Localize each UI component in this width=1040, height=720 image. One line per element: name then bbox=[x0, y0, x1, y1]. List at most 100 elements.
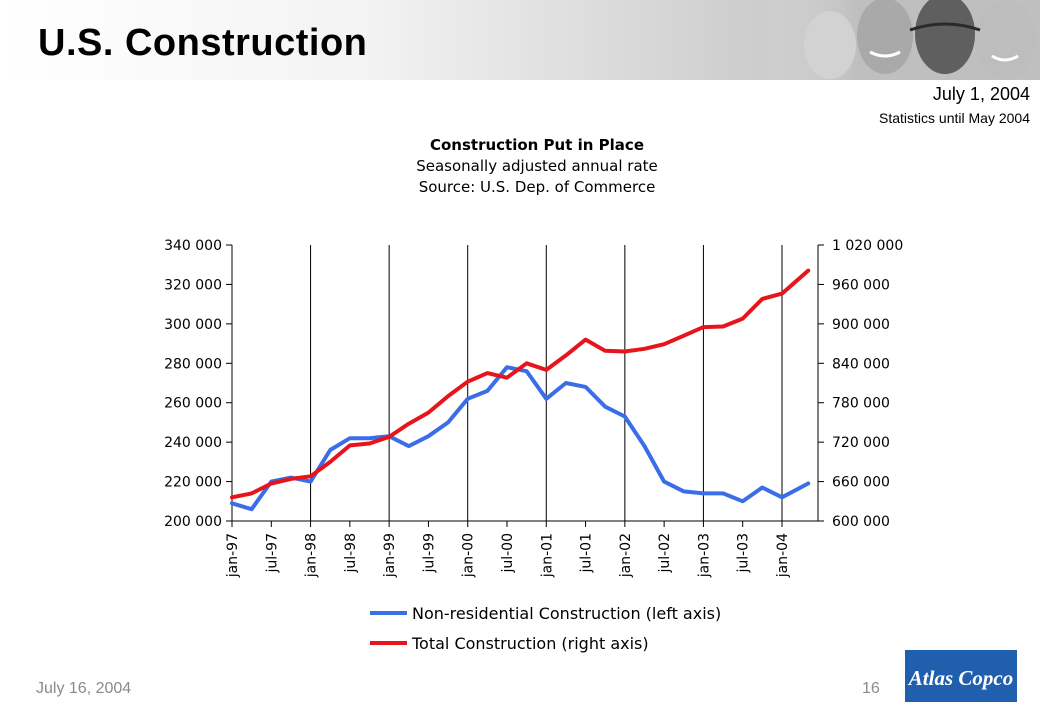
right-axis-tick-label: 960 000 bbox=[832, 277, 890, 293]
atlas-copco-logo: Atlas Copco bbox=[905, 650, 1017, 702]
total-construction-point bbox=[446, 394, 450, 398]
non-residential-point bbox=[505, 366, 509, 369]
statistics-note: Statistics until May 2004 bbox=[879, 110, 1030, 126]
chart-source: Source: U.S. Dep. of Commerce bbox=[419, 178, 656, 196]
non-residential-point bbox=[623, 415, 626, 418]
total-construction-point bbox=[584, 338, 587, 341]
right-axis-tick-label: 780 000 bbox=[832, 396, 890, 412]
left-axis-tick-label: 340 000 bbox=[164, 238, 222, 254]
x-axis-tick-label: jul-97 bbox=[264, 533, 280, 574]
total-construction-point bbox=[466, 380, 469, 383]
chart-subtitle: Seasonally adjusted annual rate bbox=[416, 157, 658, 175]
x-axis-tick-label: jan-02 bbox=[618, 533, 634, 578]
right-axis-tick-label: 840 000 bbox=[832, 356, 890, 372]
total-construction-point bbox=[486, 371, 489, 375]
total-construction-point bbox=[309, 475, 312, 478]
non-residential-point bbox=[721, 492, 725, 495]
total-construction-point bbox=[643, 347, 646, 350]
chart-title: Construction Put in Place bbox=[430, 136, 644, 154]
total-construction-point bbox=[662, 343, 666, 346]
non-residential-point bbox=[525, 370, 528, 373]
total-construction-point bbox=[427, 411, 430, 414]
legend: Non-residential Construction (left axis)… bbox=[370, 604, 721, 653]
non-residential-point bbox=[780, 496, 784, 499]
right-axis-tick-label: 600 000 bbox=[832, 514, 890, 530]
left-axis-tick-label: 240 000 bbox=[164, 435, 222, 451]
non-residential-point bbox=[545, 397, 548, 400]
total-construction-point bbox=[741, 317, 744, 320]
non-residential-point bbox=[564, 381, 568, 385]
people-photo bbox=[760, 0, 1040, 80]
total-construction-point bbox=[564, 354, 568, 357]
total-construction-series-line bbox=[230, 268, 811, 500]
non-residential-point bbox=[662, 480, 666, 483]
left-axis-tick-label: 220 000 bbox=[164, 475, 222, 491]
vertical-gridlines bbox=[310, 245, 783, 521]
total-construction-point bbox=[682, 334, 685, 337]
slide-title: U.S. Construction bbox=[38, 22, 368, 64]
total-construction-point bbox=[270, 482, 273, 485]
total-construction-point bbox=[761, 297, 764, 301]
non-residential-series-line bbox=[230, 365, 811, 512]
legend-label: Total Construction (right axis) bbox=[411, 634, 649, 653]
right-axis-tick-label: 660 000 bbox=[832, 475, 890, 491]
total-construction-point bbox=[250, 492, 253, 495]
non-residential-point bbox=[348, 437, 352, 440]
non-residential-point bbox=[446, 421, 450, 424]
non-residential-point bbox=[309, 480, 312, 483]
right-axis-tick-label: 1 020 000 bbox=[832, 238, 903, 254]
left-axis-tick-label: 260 000 bbox=[164, 396, 222, 412]
x-axis-tick-label: jan-03 bbox=[696, 533, 712, 578]
non-residential-point bbox=[807, 482, 810, 485]
x-axis-tick-label: jan-04 bbox=[775, 533, 791, 578]
non-residential-point bbox=[230, 502, 234, 505]
total-construction-point bbox=[525, 362, 528, 365]
total-construction-point bbox=[289, 477, 293, 481]
total-construction-point bbox=[780, 292, 784, 295]
total-construction-point bbox=[329, 460, 332, 464]
non-residential-point bbox=[761, 486, 764, 489]
page-number: 16 bbox=[862, 680, 880, 697]
total-construction-point bbox=[702, 325, 705, 329]
logo-text: Atlas Copco bbox=[907, 666, 1013, 690]
total-construction-point bbox=[387, 435, 391, 439]
x-axis-tick-label: jan-01 bbox=[539, 533, 555, 578]
left-axis-tick-label: 280 000 bbox=[164, 356, 222, 372]
non-residential-point bbox=[427, 435, 430, 438]
x-axis-tick-label: jul-02 bbox=[657, 533, 673, 574]
non-residential-point bbox=[329, 448, 332, 452]
left-axis-tick-label: 300 000 bbox=[164, 317, 222, 333]
x-axis-tick-label: jan-00 bbox=[461, 533, 477, 578]
total-construction-point bbox=[407, 422, 410, 425]
right-axis-tick-label: 720 000 bbox=[832, 435, 890, 451]
non-residential-point bbox=[682, 490, 685, 493]
total-construction-point bbox=[230, 496, 234, 499]
non-residential-point bbox=[604, 405, 607, 408]
plot-series bbox=[230, 268, 811, 512]
x-axis-tick-label: jul-03 bbox=[736, 533, 752, 574]
total-construction-point bbox=[623, 350, 626, 353]
total-construction-point bbox=[604, 349, 607, 352]
non-residential-point bbox=[741, 500, 744, 503]
non-residential-point bbox=[486, 389, 489, 393]
legend-label: Non-residential Construction (left axis) bbox=[412, 604, 721, 623]
non-residential-point bbox=[466, 397, 469, 400]
x-axis-tick-label: jul-00 bbox=[500, 533, 516, 574]
left-axis-tick-label: 200 000 bbox=[164, 514, 222, 530]
x-axis-tick-label: jul-01 bbox=[579, 533, 595, 574]
non-residential-point bbox=[643, 444, 646, 448]
total-construction-point bbox=[807, 269, 810, 272]
non-residential-point bbox=[702, 492, 705, 495]
x-axis-tick-label: jul-98 bbox=[343, 533, 359, 574]
left-axis-tick-label: 320 000 bbox=[164, 277, 222, 293]
x-axis-tick-label: jan-98 bbox=[304, 533, 320, 578]
total-construction-point bbox=[505, 376, 509, 379]
x-axis-tick-label: jan-97 bbox=[225, 533, 241, 578]
total-construction-point bbox=[368, 442, 371, 445]
report-date: July 1, 2004 bbox=[932, 84, 1030, 104]
non-residential-point bbox=[584, 385, 587, 389]
right-axis-tick-label: 900 000 bbox=[832, 317, 890, 333]
axes: 200 000 220 000 240 000 260 000 280 000 300 0… bbox=[164, 238, 903, 578]
x-axis-tick-label: jan-99 bbox=[382, 533, 398, 578]
